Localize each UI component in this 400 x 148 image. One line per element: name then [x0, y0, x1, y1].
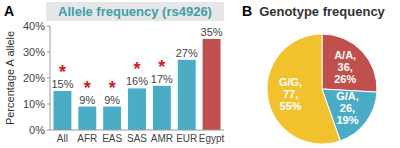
chart-title: Genotype frequency: [259, 4, 385, 19]
data-label-line: 77,: [283, 88, 298, 100]
data-label-line: 36,: [338, 61, 353, 73]
data-label-line: G/A,: [336, 90, 359, 102]
panel-label: B: [242, 3, 252, 19]
data-label: 35%: [201, 26, 223, 38]
x-tick-label: All: [57, 133, 68, 144]
x-tick-label: AFR: [77, 133, 97, 144]
bar: [78, 107, 96, 130]
title-band: [46, 2, 224, 21]
bar: [103, 107, 121, 130]
data-label-line: 26,: [340, 102, 355, 114]
bar: [153, 86, 171, 130]
significance-mark: *: [84, 78, 91, 98]
y-tick-label: 0%: [29, 124, 45, 136]
data-label: A/A,36,26%: [334, 49, 356, 85]
x-tick-label: Egypt: [199, 133, 225, 144]
chart-title: Allele frequency (rs4926): [58, 4, 212, 19]
significance-mark: *: [109, 78, 116, 98]
bar: [53, 91, 71, 130]
significance-mark: *: [133, 59, 140, 79]
data-label-line: A/A,: [334, 49, 356, 61]
significance-mark: *: [59, 62, 66, 82]
y-tick-label: 30%: [23, 46, 45, 58]
x-tick-label: EUR: [176, 133, 197, 144]
data-label: 27%: [176, 47, 198, 59]
pie-slice: G/G: [267, 34, 340, 144]
y-axis-line: [50, 26, 51, 130]
data-label: G/G,77,55%: [279, 76, 302, 112]
panel-label: A: [4, 3, 14, 19]
pie-slice: A/A: [322, 34, 377, 92]
bar: [178, 60, 196, 130]
x-tick-label: EAS: [102, 133, 122, 144]
data-label-line: G/G,: [279, 76, 302, 88]
x-tick-label: AMR: [151, 133, 173, 144]
data-label: G/A,26,19%: [336, 90, 359, 126]
data-label-line: 55%: [280, 100, 302, 112]
significance-mark: *: [158, 57, 165, 77]
y-tick-label: 20%: [23, 72, 45, 84]
bar: [203, 39, 221, 130]
y-tick-label: 10%: [23, 98, 45, 110]
y-tick-label: 40%: [23, 20, 45, 32]
x-axis-line: [50, 130, 224, 131]
figure: A Allele frequency (rs4926) Percentage A a…: [0, 0, 400, 148]
data-label-line: 26%: [334, 73, 356, 85]
bars: [53, 39, 220, 130]
y-axis-label: Percentage A allele: [4, 31, 16, 125]
data-label-line: 19%: [336, 114, 358, 126]
bar: [128, 88, 146, 130]
x-tick-label: SAS: [127, 133, 147, 144]
